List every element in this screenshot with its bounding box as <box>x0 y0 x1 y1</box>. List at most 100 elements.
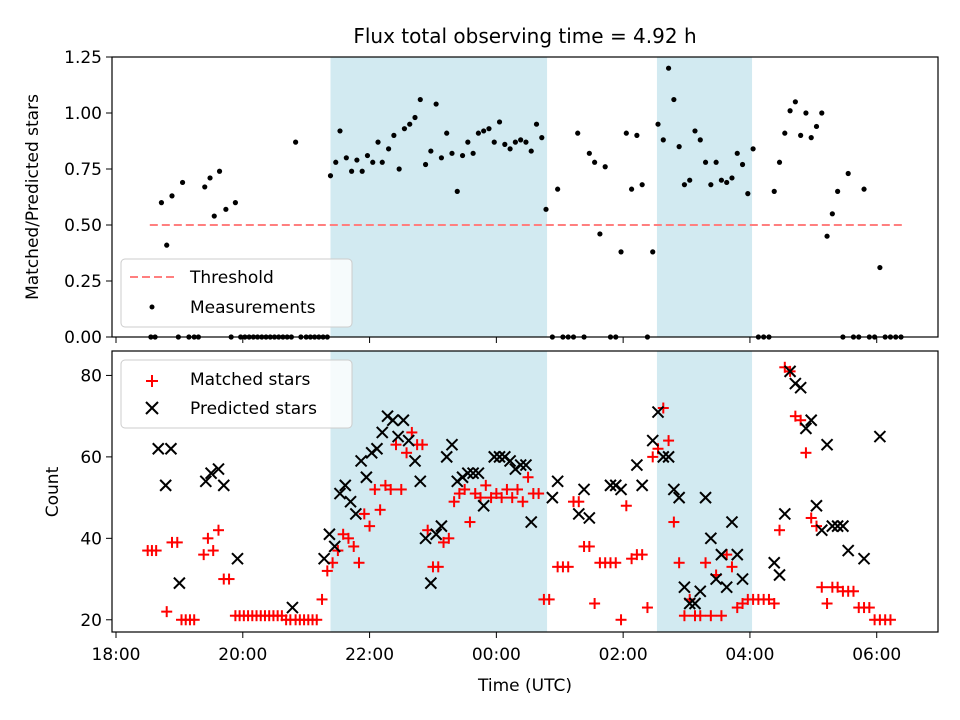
legend-label-matched: Matched stars <box>190 370 310 390</box>
measurement-point <box>586 150 592 156</box>
predicted-point <box>805 414 818 427</box>
measurement-point <box>592 159 598 165</box>
measurement-point <box>533 121 540 127</box>
measurement-point <box>496 119 503 125</box>
predicted-point <box>704 532 718 545</box>
matched-point <box>610 557 622 569</box>
predicted-point <box>810 499 823 512</box>
predicted-point <box>694 585 707 598</box>
predicted-point <box>159 479 172 492</box>
measurement-point <box>597 231 603 237</box>
y-tick-label: 20 <box>80 611 102 631</box>
matched-point <box>448 496 460 508</box>
measurement-point <box>164 242 170 248</box>
matched-point <box>223 573 235 585</box>
predicted-point <box>699 491 712 504</box>
top-y-axis-label: Matched/Predicted stars <box>23 94 43 300</box>
matched-point <box>501 483 513 495</box>
measurement-point <box>449 150 455 156</box>
predicted-point <box>212 462 225 476</box>
matched-point <box>589 597 601 609</box>
measurement-point <box>803 110 809 116</box>
predicted-point <box>376 426 389 439</box>
predicted-point <box>667 483 681 496</box>
predicted-point <box>414 475 427 488</box>
measurement-point <box>343 155 349 161</box>
measurement-point <box>428 148 434 154</box>
matched-point <box>212 524 224 536</box>
measurement-point <box>349 168 355 174</box>
predicted-point <box>445 438 459 451</box>
predicted-point <box>370 442 384 455</box>
predicted-point <box>635 479 649 492</box>
matched-point <box>369 483 381 495</box>
bottom-y-axis-label: Count <box>43 466 63 517</box>
measurement-point <box>465 139 471 145</box>
measurement-point <box>223 206 229 212</box>
matched-point <box>678 610 690 622</box>
predicted-point <box>731 548 744 561</box>
matched-point <box>364 520 376 532</box>
measurement-point <box>412 114 418 121</box>
measurement-point <box>623 130 629 136</box>
measurement-point <box>639 182 645 188</box>
measurement-point <box>671 96 677 103</box>
matched-point <box>496 492 508 504</box>
predicted-point <box>794 381 807 394</box>
matched-point <box>800 447 812 459</box>
matched-point <box>316 593 328 605</box>
matched-point <box>464 516 476 528</box>
measurement-point <box>216 168 223 174</box>
predicted-point <box>630 458 644 472</box>
predicted-point <box>683 597 696 610</box>
measurement-point <box>650 249 656 255</box>
measurement-point <box>385 146 392 152</box>
top-x-axis <box>115 337 878 343</box>
matched-point <box>321 565 333 577</box>
predicted-point <box>662 450 675 464</box>
measurement-point <box>359 168 365 174</box>
matched-point <box>517 496 529 508</box>
y-tick-label: 0.00 <box>64 328 102 348</box>
matched-point <box>533 488 545 500</box>
measurement-point <box>739 161 746 168</box>
predicted-point <box>461 466 475 480</box>
predicted-point <box>408 454 422 468</box>
measurement-point <box>634 132 640 138</box>
measurement-point <box>169 193 175 199</box>
matched-point <box>573 496 585 508</box>
measurement-point <box>211 213 217 219</box>
matched-point <box>641 602 653 614</box>
matched-point <box>395 483 407 495</box>
x-tick-label: 04:00 <box>725 645 774 665</box>
matched-point <box>161 606 173 618</box>
x-axis-label: Time (UTC) <box>477 676 572 696</box>
measurement-point <box>475 130 481 136</box>
predicted-point <box>344 495 357 508</box>
matched-point <box>342 532 354 544</box>
measurement-point <box>391 132 397 138</box>
chart-title: Flux total observing time = 4.92 h <box>353 24 696 48</box>
measurement-point <box>718 177 725 183</box>
measurement-point <box>333 159 339 165</box>
matched-point <box>385 483 397 495</box>
matched-point <box>721 549 733 561</box>
predicted-point <box>651 405 665 419</box>
predicted-point <box>514 458 527 472</box>
predicted-point <box>397 414 410 427</box>
predicted-point <box>339 479 352 492</box>
predicted-point <box>799 422 813 435</box>
predicted-point <box>815 523 828 537</box>
matched-point <box>694 610 706 622</box>
y-tick-label: 1.25 <box>64 48 102 68</box>
predicted-point <box>857 552 871 565</box>
matched-point <box>620 500 632 512</box>
matched-point <box>668 516 680 528</box>
predicted-point <box>519 458 533 472</box>
measurement-point <box>396 166 402 172</box>
matched-point <box>207 545 219 557</box>
predicted-point <box>386 414 400 427</box>
matched-point <box>884 614 896 626</box>
measurement-point <box>697 137 703 143</box>
matched-legend-swatch <box>146 375 158 387</box>
